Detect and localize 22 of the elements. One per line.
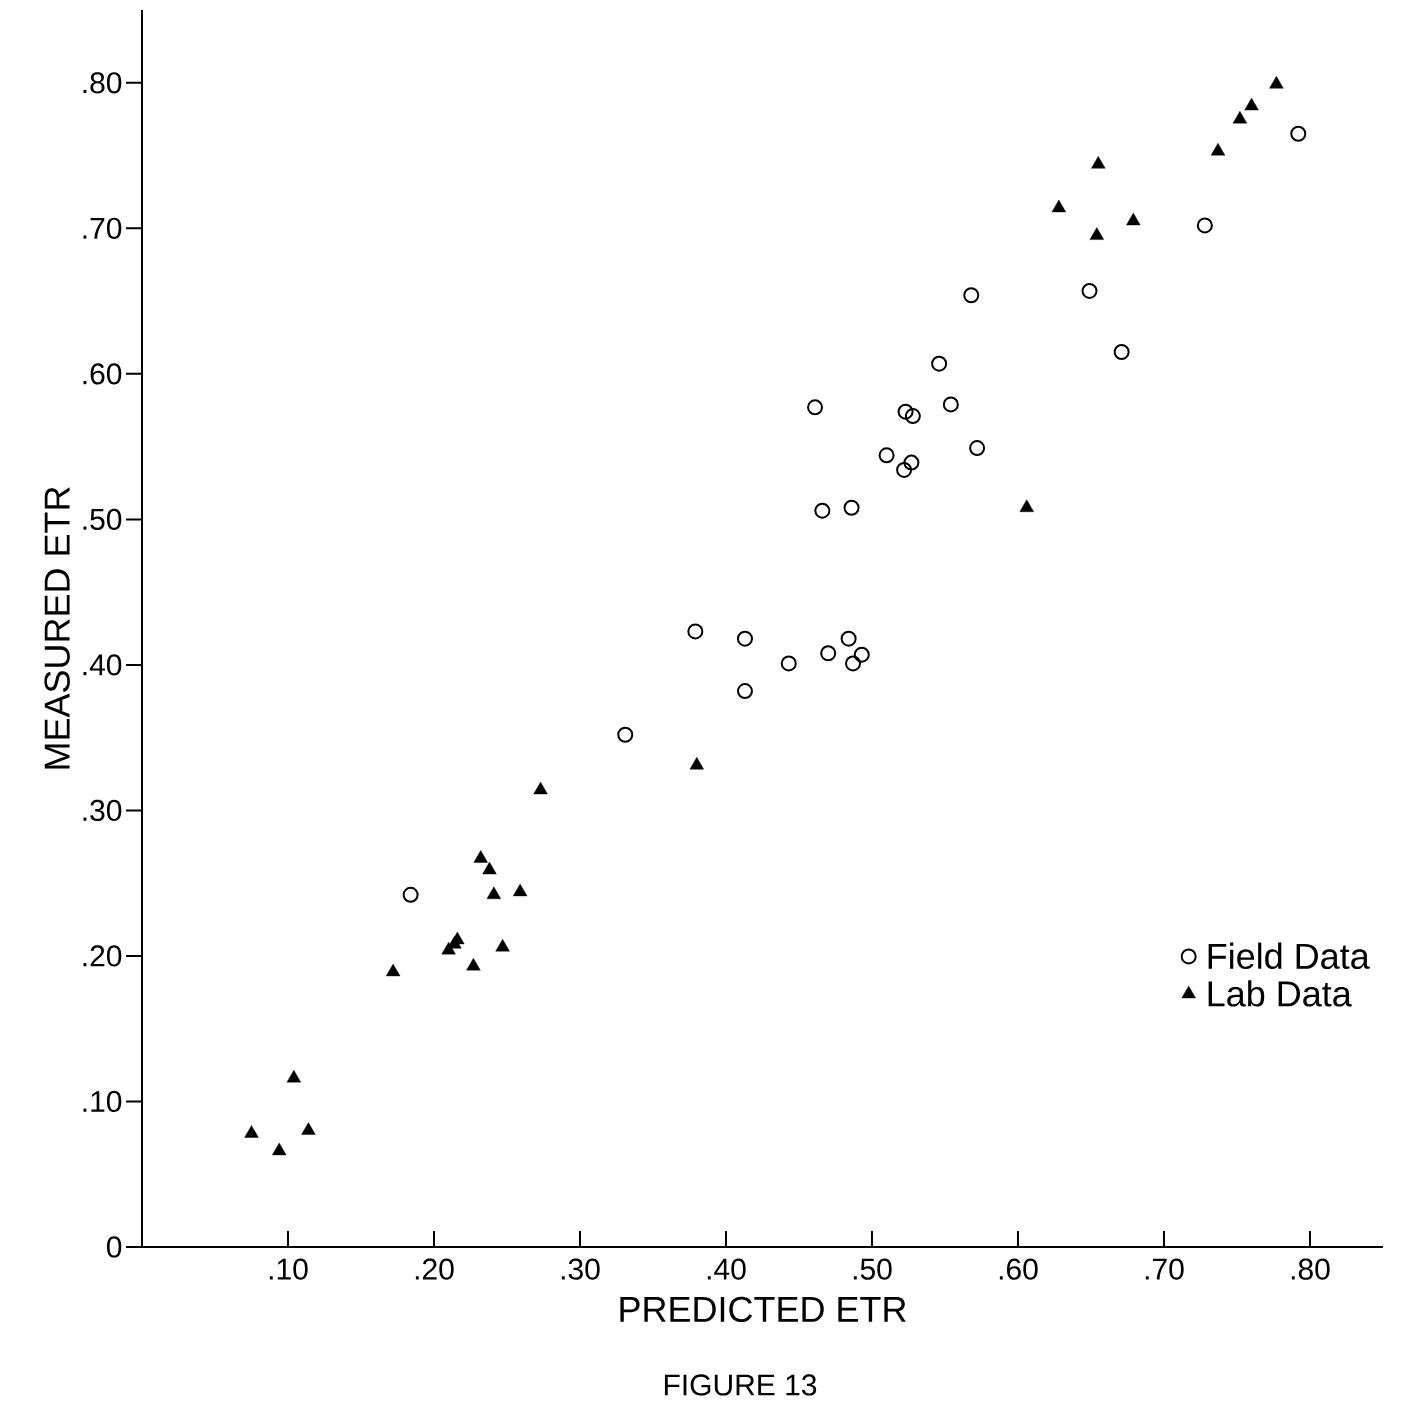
x-tick-label: .60	[999, 1258, 1038, 1280]
caption: FIGURE 13	[664, 1374, 817, 1396]
y-tick-label: .70	[83, 217, 122, 239]
y-tick-label: .20	[83, 945, 122, 967]
legend-label: Field Data	[1208, 942, 1370, 970]
legend-label: Lab Data	[1208, 980, 1352, 1007]
y-tick-label: .80	[83, 72, 122, 94]
x-axis-title: PREDICTED ETR	[620, 1296, 906, 1323]
x-tick-label: .70	[1145, 1258, 1184, 1280]
y-tick-label: .60	[83, 363, 122, 385]
x-tick-label: .20	[415, 1258, 454, 1280]
y-tick-label: 0	[106, 1236, 122, 1258]
y-axis-title: MEASURED ETR	[44, 487, 70, 769]
y-tick-label: .10	[83, 1090, 122, 1113]
y-tick-label: .50	[83, 508, 122, 530]
x-tick-label: .80	[1291, 1258, 1330, 1280]
x-tick-label: .50	[853, 1258, 892, 1280]
x-tick-label: .30	[561, 1258, 600, 1280]
x-tick-label: .40	[707, 1258, 746, 1280]
y-tick-label: .40	[83, 654, 122, 676]
y-tick-label: .30	[83, 799, 122, 822]
x-tick-label: .10	[269, 1258, 308, 1280]
